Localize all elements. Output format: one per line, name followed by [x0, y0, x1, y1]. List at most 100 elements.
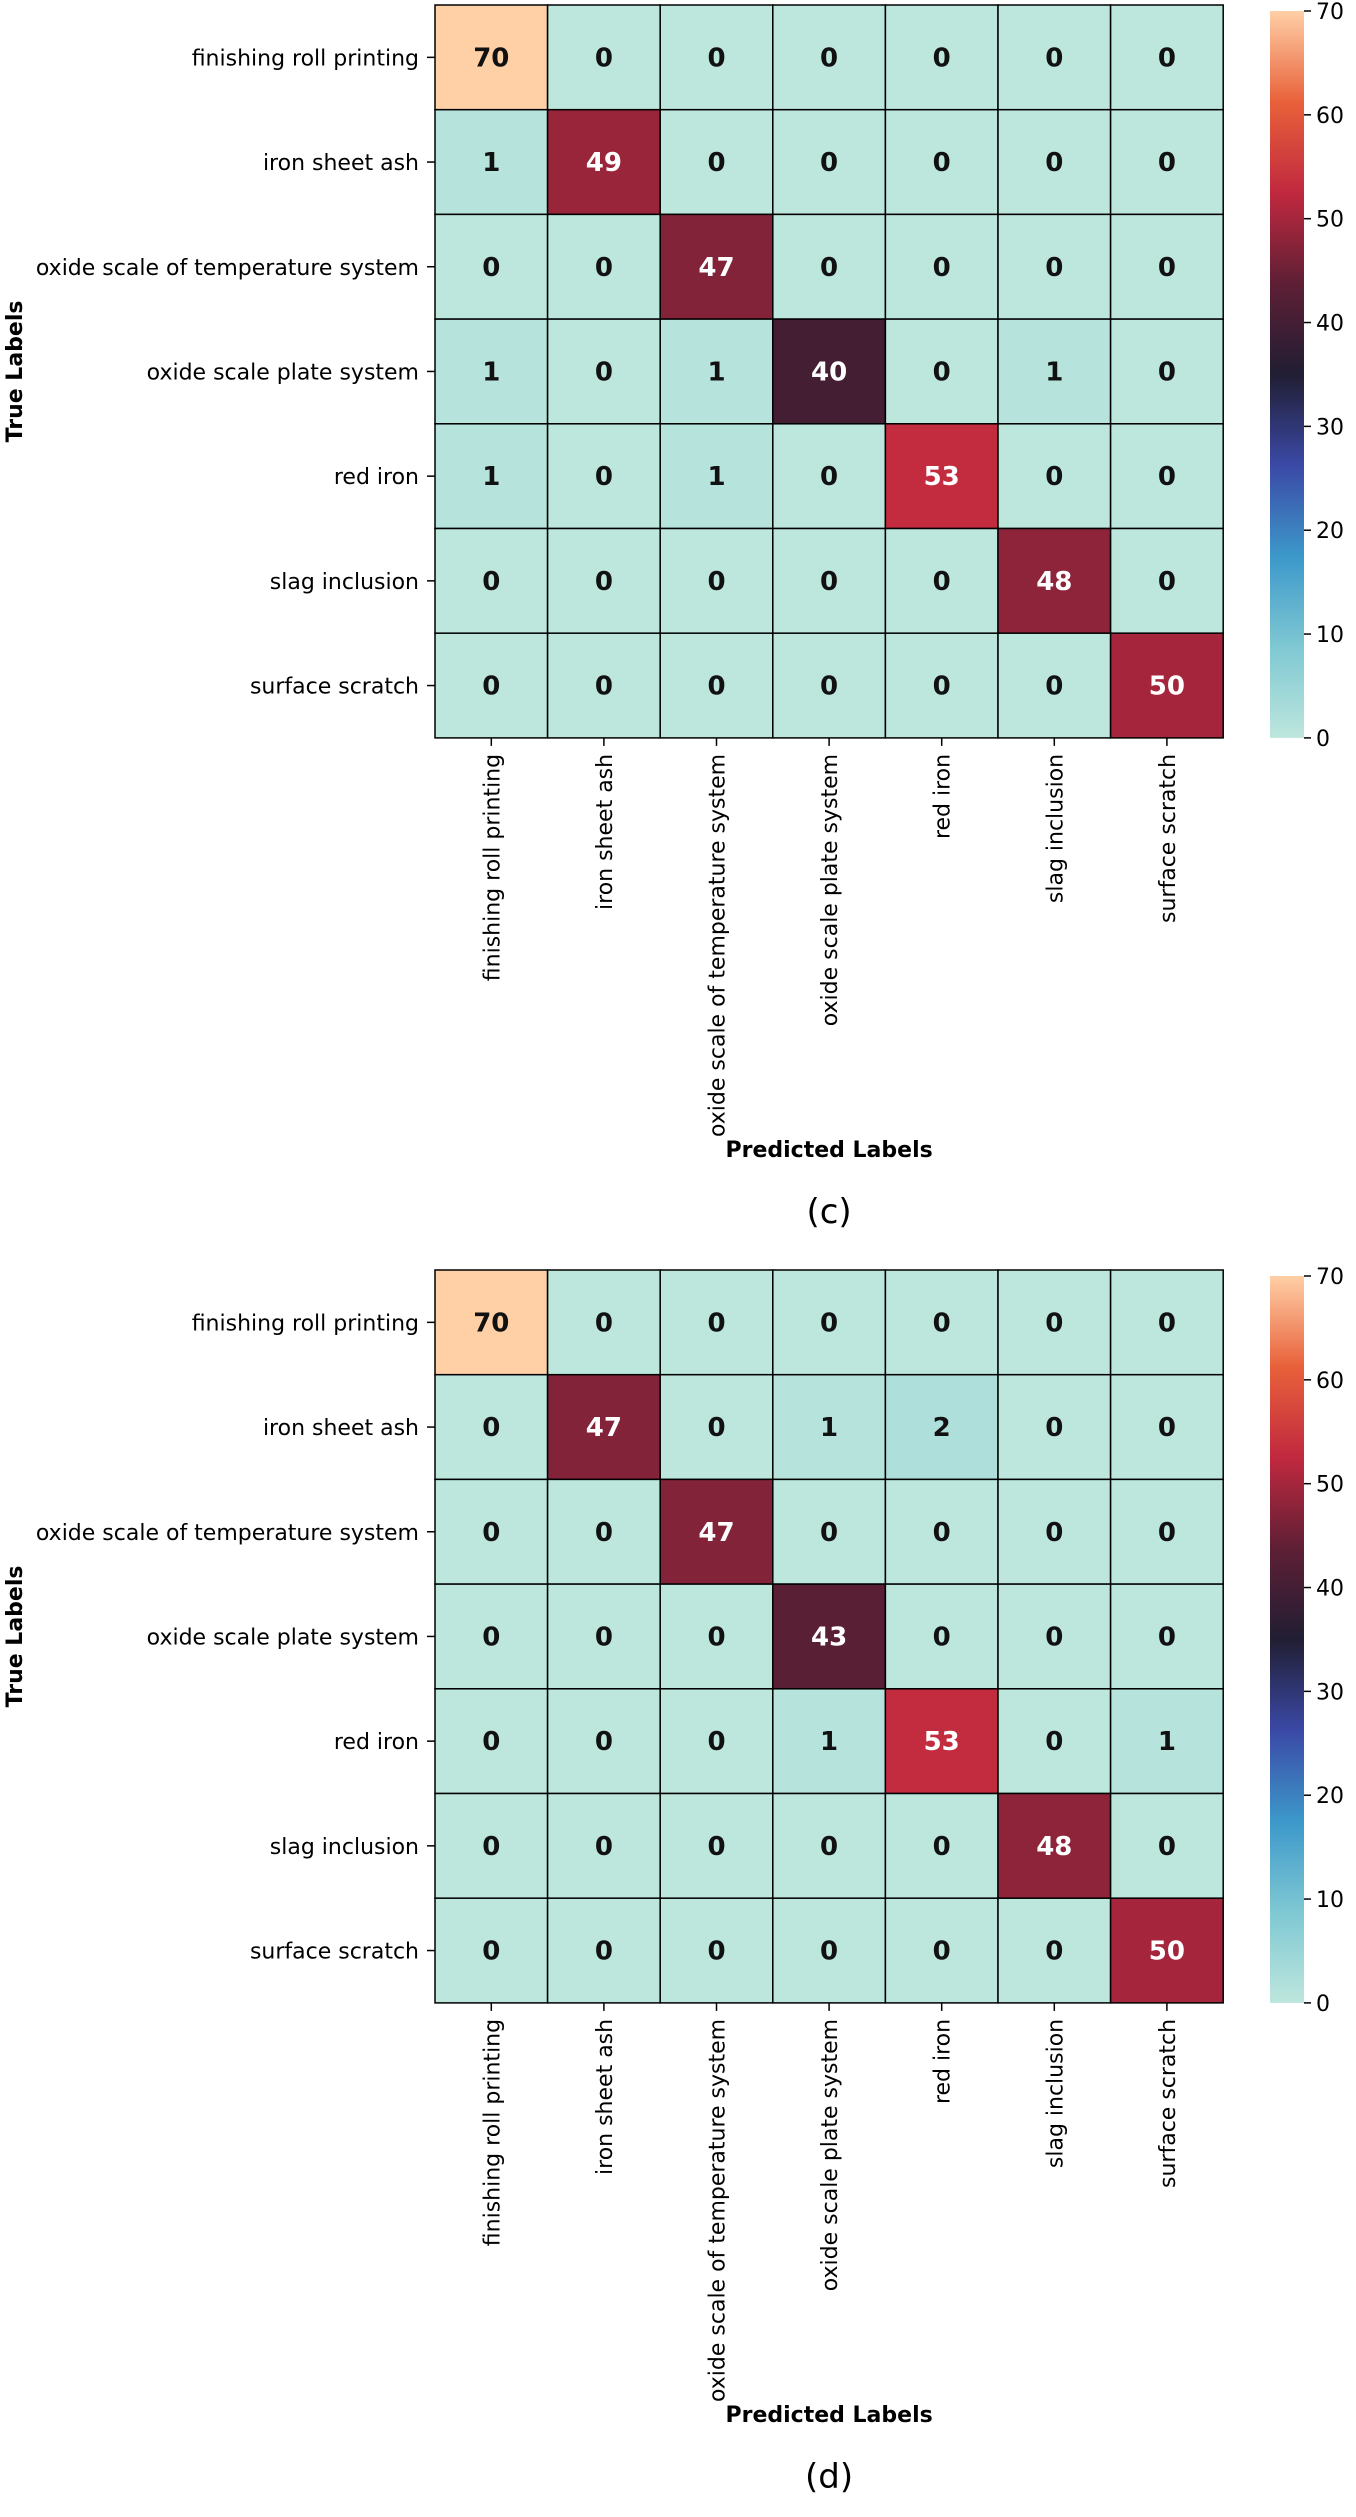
cell-value-label: 43	[811, 1622, 847, 1652]
heatmap-cell	[772, 1792, 887, 1899]
cell-value-label: 0	[707, 672, 725, 702]
heatmap-cell	[772, 1269, 887, 1376]
column-tick-label: iron sheet ash	[593, 754, 618, 910]
heatmap-cell	[997, 4, 1112, 111]
confusion-matrix-panel-c: 70 0 0 0 0 0 01 49 0 0 0 0 00 0 47 0 0 0 01 0 1 40 0 1 01 0 1 0 53 0 0…	[3, 0, 1344, 1232]
colorbar	[1270, 1276, 1304, 2003]
cell-value-label: 0	[482, 253, 500, 283]
heatmap-cell	[884, 527, 999, 634]
cell-value-label: 0	[482, 1518, 500, 1548]
colorbar-tick-label: 30	[1316, 1680, 1344, 1705]
cell-value-label: 0	[707, 1832, 725, 1862]
cell-value-label: 0	[1158, 148, 1176, 178]
row-tick-label: red iron	[334, 465, 419, 490]
x-axis-label: Predicted Labels	[725, 1138, 932, 1163]
column-tick-label: slag inclusion	[1043, 2019, 1068, 2168]
cell-value-label: 0	[1045, 462, 1063, 492]
colorbar-tick-label: 60	[1316, 104, 1344, 129]
column-tick-label: surface scratch	[1156, 2019, 1181, 2188]
colorbar-tick-label: 50	[1316, 208, 1344, 233]
confusion-matrix-panel-d: 70 0 0 0 0 0 00 47 0 1 2 0 00 0 47 0 0 0 00 0 0 43 0 0 00 0 0 1 53 0 1…	[3, 1265, 1344, 2497]
cell-value-label: 0	[1158, 357, 1176, 387]
heatmap-cell	[997, 318, 1112, 425]
heatmap-cell	[884, 1688, 999, 1795]
column-tick-label: red iron	[931, 2019, 956, 2104]
cell-value-label: 0	[933, 148, 951, 178]
cell-value-label: 0	[595, 567, 613, 597]
cell-value-label: 0	[1045, 1308, 1063, 1338]
heatmap-cell	[1109, 108, 1224, 216]
y-axis-label: True Labels	[3, 1566, 28, 1708]
heatmap-cell	[1109, 1897, 1224, 2004]
heatmap-cell	[884, 1373, 999, 1481]
cell-value-label: 0	[820, 253, 838, 283]
cell-value-label: 50	[1149, 1937, 1185, 1967]
cell-value-label: 0	[707, 1413, 725, 1443]
heatmap-cell	[659, 527, 774, 634]
cell-value-label: 0	[707, 1308, 725, 1338]
heatmap-cell	[546, 4, 661, 111]
cell-value-label: 0	[1158, 1622, 1176, 1652]
cell-value-label: 0	[1045, 1518, 1063, 1548]
cell-value-label: 0	[1045, 1937, 1063, 1967]
cell-value-label: 1	[1158, 1727, 1176, 1757]
colorbar-tick-label: 10	[1316, 623, 1344, 648]
column-tick-label: oxide scale of temperature system	[706, 754, 731, 1137]
row-tick-label: iron sheet ash	[263, 1416, 419, 1441]
row-tick-label: oxide scale of temperature system	[36, 256, 419, 281]
heatmap-cell	[772, 318, 887, 425]
cell-value-label: 0	[1045, 1727, 1063, 1757]
column-tick-label: iron sheet ash	[593, 2019, 618, 2175]
heatmap-cell	[997, 632, 1112, 739]
heatmap-cell	[997, 1792, 1112, 1899]
heatmap-cell	[546, 527, 661, 634]
x-axis-label: Predicted Labels	[725, 2403, 932, 2428]
cell-value-label: 47	[698, 253, 734, 283]
cell-value-label: 0	[820, 148, 838, 178]
cell-value-label: 0	[482, 1413, 500, 1443]
cell-value-label: 0	[595, 357, 613, 387]
cell-value-label: 0	[595, 1937, 613, 1967]
cell-value-label: 0	[933, 1622, 951, 1652]
row-tick-label: oxide scale plate system	[147, 1625, 419, 1650]
heatmap-cell	[659, 1269, 774, 1376]
cell-value-label: 0	[482, 1832, 500, 1862]
colorbar-tick-label: 20	[1316, 519, 1344, 544]
cell-value-label: 0	[933, 1308, 951, 1338]
heatmap-cell	[884, 1478, 999, 1585]
cell-value-label: 0	[933, 1832, 951, 1862]
row-tick-label: red iron	[334, 1730, 419, 1755]
heatmap-cell	[659, 108, 774, 216]
heatmap-cell	[434, 1373, 549, 1481]
heatmap-cell	[884, 213, 999, 320]
row-tick-label: slag inclusion	[270, 570, 419, 595]
cell-value-label: 0	[820, 567, 838, 597]
cell-value-label: 0	[933, 1518, 951, 1548]
heatmap-cell	[1109, 1269, 1224, 1376]
column-tick-label: surface scratch	[1156, 754, 1181, 923]
cell-value-label: 0	[707, 43, 725, 73]
colorbar-tick-label: 70	[1316, 0, 1344, 25]
cell-value-label: 0	[1045, 672, 1063, 702]
cell-value-label: 0	[1045, 43, 1063, 73]
cell-value-label: 0	[707, 148, 725, 178]
row-tick-label: iron sheet ash	[263, 151, 419, 176]
heatmap-cell	[659, 1688, 774, 1795]
colorbar-tick-label: 20	[1316, 1784, 1344, 1809]
cell-value-label: 1	[482, 357, 500, 387]
cell-value-label: 0	[1045, 148, 1063, 178]
cell-value-label: 0	[707, 1622, 725, 1652]
column-tick-label: finishing roll printing	[480, 2019, 505, 2246]
cell-value-label: 2	[933, 1413, 951, 1443]
colorbar-tick-label: 40	[1316, 312, 1344, 337]
heatmap-cell	[434, 1583, 549, 1690]
cell-value-label: 0	[595, 43, 613, 73]
cell-value-label: 0	[1158, 1308, 1176, 1338]
cell-value-label: 0	[1158, 462, 1176, 492]
heatmap-cell	[434, 4, 549, 111]
colorbar-tick-label: 0	[1316, 1992, 1330, 2017]
y-axis-label: True Labels	[3, 301, 28, 443]
row-tick-label: surface scratch	[250, 675, 419, 700]
heatmap-cell	[884, 1897, 999, 2004]
